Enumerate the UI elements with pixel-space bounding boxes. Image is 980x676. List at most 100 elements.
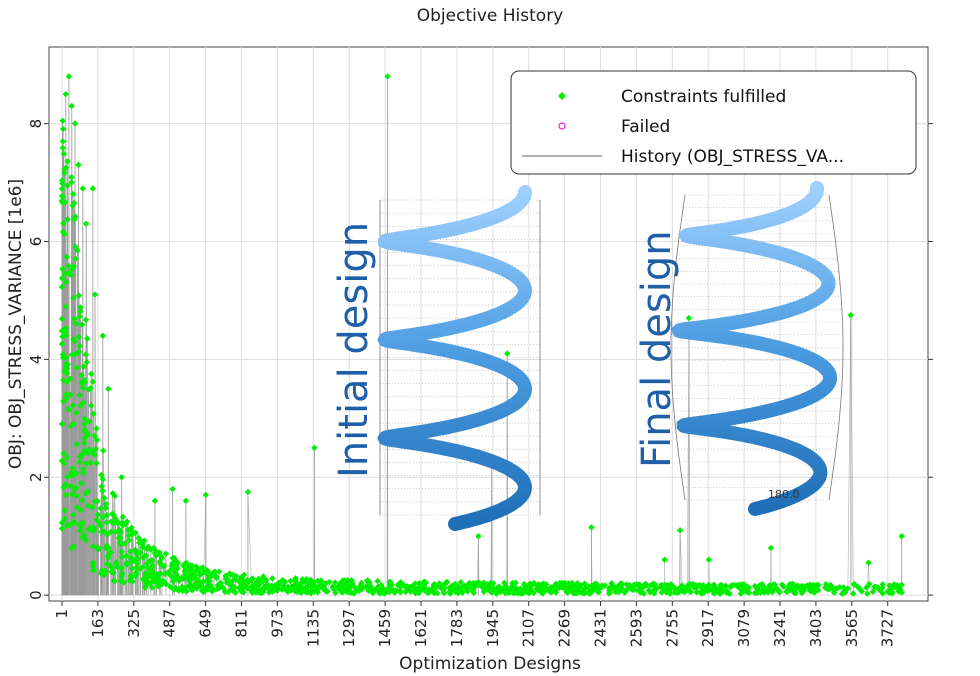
x-tick-label: 1 <box>53 609 71 619</box>
data-point <box>69 402 77 409</box>
final-design-overlay: Final design 180.0 <box>634 181 844 516</box>
data-point <box>547 584 554 591</box>
data-point <box>88 370 95 378</box>
data-point <box>78 321 86 328</box>
data-point <box>110 511 117 518</box>
data-point <box>730 581 738 589</box>
x-tick-label: 487 <box>161 609 179 638</box>
data-point <box>101 494 108 502</box>
data-point <box>73 364 81 371</box>
data-point <box>81 439 88 447</box>
data-point <box>71 120 79 127</box>
data-point <box>65 262 72 270</box>
data-point <box>89 562 97 570</box>
data-point <box>73 440 80 448</box>
data-point <box>62 491 70 499</box>
data-point <box>636 581 643 588</box>
data-point <box>62 303 69 310</box>
data-point <box>79 519 86 526</box>
data-point <box>126 577 134 584</box>
data-point <box>687 588 694 596</box>
data-point <box>207 584 215 591</box>
data-point <box>77 506 84 514</box>
initial-design-spring <box>377 185 533 531</box>
data-point <box>64 473 71 480</box>
data-point <box>97 522 104 530</box>
data-point <box>847 311 854 319</box>
data-point <box>200 578 207 585</box>
data-point <box>437 581 444 588</box>
data-point <box>104 531 111 538</box>
data-point <box>77 308 84 315</box>
data-point <box>382 588 389 596</box>
data-point <box>879 584 886 591</box>
data-point <box>98 567 106 574</box>
data-point <box>73 409 80 416</box>
data-point <box>374 577 381 585</box>
data-point <box>102 504 110 512</box>
data-point <box>158 554 166 562</box>
data-point <box>307 577 314 584</box>
data-point <box>127 574 135 581</box>
data-point <box>127 548 134 555</box>
data-point <box>68 102 75 110</box>
data-point <box>99 332 106 339</box>
x-tick-label: 163 <box>89 609 107 638</box>
data-point <box>123 552 130 560</box>
data-point <box>679 584 686 592</box>
data-point <box>71 216 78 223</box>
data-point <box>351 583 358 590</box>
data-point <box>115 519 123 526</box>
x-tick-label: 3403 <box>807 609 825 647</box>
data-point <box>87 385 94 392</box>
data-point <box>454 582 461 589</box>
data-point <box>68 351 76 358</box>
data-point <box>111 578 118 585</box>
data-point <box>111 492 118 500</box>
data-point <box>388 581 396 588</box>
data-point <box>61 507 68 514</box>
data-point <box>851 580 858 588</box>
data-point <box>866 580 873 588</box>
data-point <box>69 202 76 209</box>
data-point <box>170 576 178 583</box>
data-point <box>92 445 99 453</box>
data-point <box>134 560 141 567</box>
data-point <box>263 577 270 584</box>
data-point <box>160 562 168 569</box>
data-point <box>85 386 92 393</box>
data-point <box>196 571 204 579</box>
data-point <box>271 582 278 589</box>
data-point <box>705 556 713 563</box>
data-point <box>279 586 286 593</box>
data-point <box>89 559 97 566</box>
data-point <box>94 497 101 505</box>
data-point <box>704 585 712 592</box>
data-point <box>91 432 98 439</box>
data-point <box>856 585 864 593</box>
data-point <box>898 589 905 596</box>
data-point <box>143 560 151 567</box>
data-point <box>61 515 68 523</box>
data-point <box>579 586 586 593</box>
data-point <box>173 570 180 578</box>
data-point <box>62 481 69 488</box>
data-point <box>107 549 114 556</box>
data-point <box>86 418 93 425</box>
data-point <box>174 560 182 567</box>
y-axis-ticks: 0 2 4 6 8 <box>27 119 933 600</box>
data-point <box>174 574 181 581</box>
data-point <box>249 589 256 596</box>
data-point <box>438 584 445 591</box>
data-point <box>830 589 838 596</box>
data-point <box>841 589 849 596</box>
data-point <box>610 583 617 590</box>
data-point <box>386 588 393 596</box>
data-point <box>125 537 133 544</box>
data-point <box>72 213 79 220</box>
data-point <box>91 291 99 298</box>
data-point <box>68 179 75 186</box>
data-point <box>81 434 88 442</box>
data-point <box>128 558 135 566</box>
data-point <box>137 565 144 573</box>
